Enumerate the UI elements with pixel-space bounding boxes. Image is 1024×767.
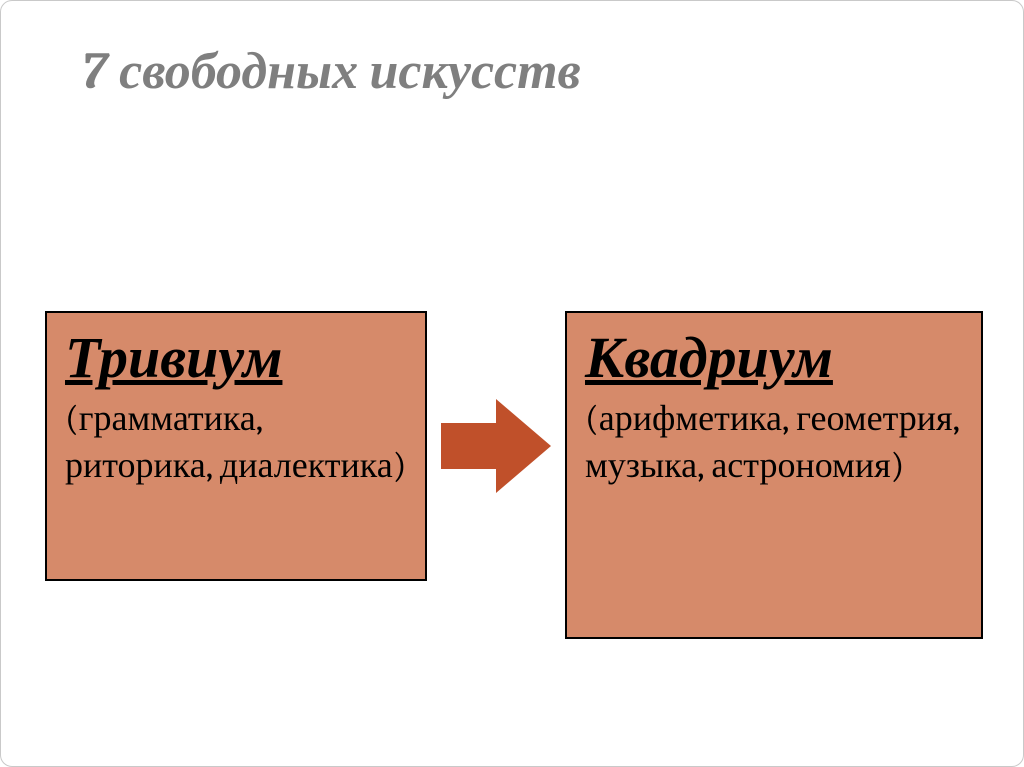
slide-title: 7 свободных искусств	[81, 41, 581, 101]
node-quadrium-title: Квадриум	[585, 329, 963, 390]
node-trivium: Тривиум (грамматика, риторика, диалектик…	[45, 311, 427, 581]
node-trivium-title: Тривиум	[65, 329, 407, 390]
node-quadrium-body: (арифметика, геометрия, музыка, астроном…	[585, 396, 963, 490]
node-quadrium: Квадриум (арифметика, геометрия, музыка,…	[565, 311, 983, 639]
node-trivium-body: (грамматика, риторика, диалектика)	[65, 396, 407, 490]
slide: 7 свободных искусств Тривиум (грамматика…	[0, 0, 1024, 767]
arrow-icon	[441, 391, 551, 501]
